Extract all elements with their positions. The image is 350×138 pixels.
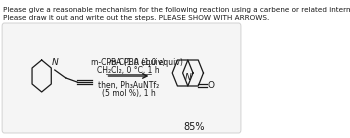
Text: (5 mol %), 1 h: (5 mol %), 1 h (102, 89, 155, 98)
Text: then, Ph₃AuNTf₂: then, Ph₃AuNTf₂ (98, 81, 159, 90)
Text: m-CPBA (1.0 equiv): m-CPBA (1.0 equiv) (91, 58, 166, 67)
Text: -CPBA (1.0 equiv): -CPBA (1.0 equiv) (116, 58, 183, 67)
FancyBboxPatch shape (2, 23, 241, 133)
Text: O: O (208, 82, 215, 91)
Text: Please draw it out and write out the steps. PLEASE SHOW WITH ARROWS.: Please draw it out and write out the ste… (3, 15, 269, 21)
Text: m: m (108, 58, 116, 67)
Text: CH₂Cl₂, 0 °C, 1 h: CH₂Cl₂, 0 °C, 1 h (97, 66, 160, 75)
Text: 85%: 85% (184, 122, 205, 132)
Text: N: N (52, 58, 59, 67)
Text: N: N (184, 73, 191, 82)
Text: Please give a reasonable mechanism for the following reaction using a carbene or: Please give a reasonable mechanism for t… (3, 7, 350, 13)
